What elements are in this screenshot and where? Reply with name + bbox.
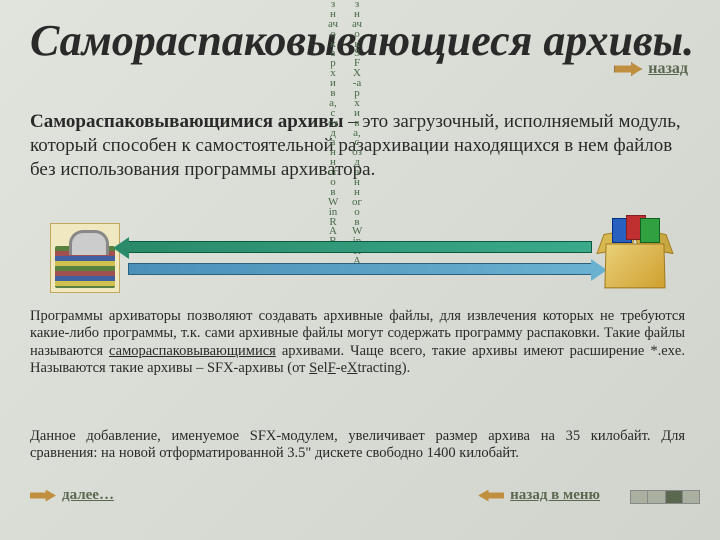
nav-back-label: назад: [648, 60, 688, 78]
nav-menu-back-label: назад в меню: [510, 487, 600, 504]
nav-next-button[interactable]: далее…: [30, 487, 114, 504]
sfx-box-icon: [600, 223, 670, 293]
slide-progress-bar[interactable]: [630, 490, 700, 504]
arrow-left-icon: [478, 490, 504, 502]
arrow-right-blue: [128, 263, 592, 275]
nav-menu-back-button[interactable]: назад в меню: [478, 487, 600, 504]
diagram-container: [50, 218, 670, 298]
arrow-right-icon: [30, 490, 56, 502]
vertical-label-1: значок архива, созданного в WinRAR: [328, 0, 338, 247]
rar-archive-icon: [50, 223, 120, 293]
arrow-right-icon: [614, 62, 642, 76]
body-paragraph-1: Программы архиваторы позволяют создавать…: [30, 308, 685, 378]
arrows-group: [128, 238, 592, 278]
nav-back-button[interactable]: назад: [614, 60, 688, 78]
nav-next-label: далее…: [62, 487, 114, 504]
arrow-left-green: [128, 241, 592, 253]
page-title: Самораспаковывающиеся архивы.: [30, 18, 694, 64]
definition-term: Самораспаковывающимися архивы: [30, 111, 343, 132]
body-paragraph-2: Данное добавление, именуемое SFX-модулем…: [30, 428, 685, 463]
